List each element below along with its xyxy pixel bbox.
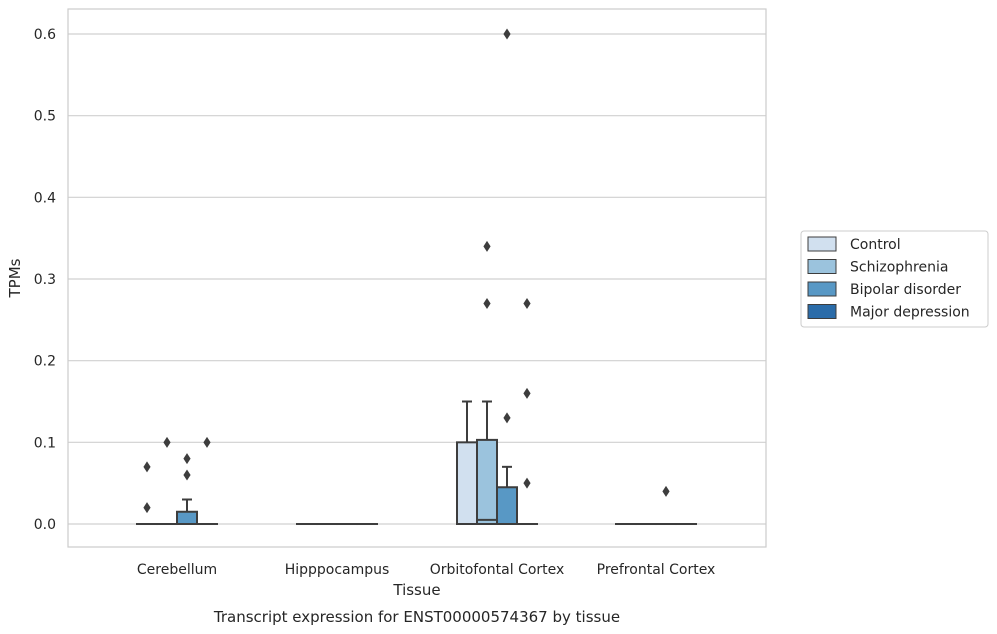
box-body <box>176 510 198 525</box>
chart-caption: Transcript expression for ENST0000057436… <box>213 608 620 626</box>
box-body <box>456 441 478 526</box>
outlier-point <box>163 436 171 448</box>
box-bipolar-disorder <box>496 465 518 525</box>
outlier-point <box>523 298 531 309</box>
y-tick-label: 0.6 <box>34 27 56 43</box>
legend-label: Schizophrenia <box>850 260 948 276</box>
outlier-point <box>143 502 151 514</box>
y-tick-label: 0.5 <box>34 109 56 125</box>
y-tick-label: 0.2 <box>34 354 56 370</box>
legend-swatch <box>807 304 837 319</box>
outlier-point <box>503 28 511 40</box>
x-tick-labels: Cerebellum Hipppocampus Orbitofontal Corte… <box>137 562 715 578</box>
box-series <box>136 400 697 526</box>
box-body <box>476 438 498 525</box>
legend: Control Schizophrenia Bipolar disorder Majo… <box>800 230 989 328</box>
outlier-point <box>183 453 191 465</box>
legend-swatch <box>807 259 837 274</box>
box-body <box>496 486 518 525</box>
legend-item-major-depression: Major depression <box>807 304 970 321</box>
legend-label: Major depression <box>850 305 970 321</box>
box-bipolar-disorder <box>176 498 198 525</box>
plot-background <box>68 9 766 547</box>
outlier-point <box>483 298 491 309</box>
x-tick-label: Orbitofontal Cortex <box>430 562 565 578</box>
legend-item-control: Control <box>807 236 901 253</box>
y-tick-label: 0.1 <box>34 435 56 451</box>
outlier-point <box>143 461 151 473</box>
x-axis-label: Tissue <box>392 581 440 599</box>
outlier-points <box>143 28 670 514</box>
outlier-point <box>523 387 531 399</box>
outlier-point <box>483 240 491 252</box>
y-tick-label: 0.3 <box>34 272 56 288</box>
x-tick-label: Cerebellum <box>137 562 217 578</box>
outlier-point <box>662 485 670 497</box>
legend-swatch <box>807 281 837 297</box>
gridlines <box>68 33 766 525</box>
x-tick-label: Hipppocampus <box>285 562 390 578</box>
legend-item-bipolar-disorder: Bipolar disorder <box>807 281 961 298</box>
x-tick-label: Prefrontal Cortex <box>597 562 716 578</box>
outlier-point <box>203 436 211 448</box>
legend-label: Control <box>850 237 901 253</box>
outlier-point <box>183 469 191 481</box>
legend-item-schizophrenia: Schizophrenia <box>807 259 948 276</box>
legend-frame <box>800 230 989 328</box>
legend-label: Bipolar disorder <box>850 282 961 298</box>
outlier-point <box>503 412 511 424</box>
legend-swatch <box>807 236 837 252</box>
y-tick-label: 0.0 <box>34 517 56 533</box>
y-axis-label: TPMs <box>6 258 24 298</box>
y-tick-label: 0.4 <box>34 190 56 206</box>
y-tick-labels: 0.0 0.1 0.2 0.3 0.4 0.5 0.6 <box>34 27 56 533</box>
outlier-point <box>523 477 531 489</box>
box-schizophrenia <box>476 400 498 525</box>
plot-frame <box>67 8 767 548</box>
